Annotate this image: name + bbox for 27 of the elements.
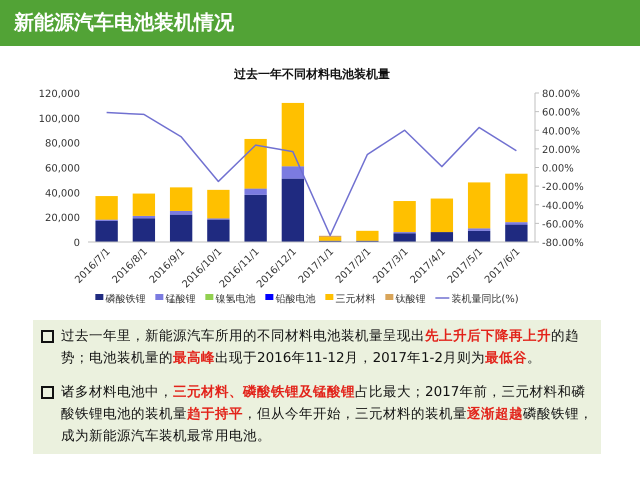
text: 过去一年里，新能源汽车所用的不同材料电池装机量呈现出先上升后下降再上升的趋势；电池装机量的最高峰出现于2016年11-12月，2017年1-2月则为最低谷。: [61, 328, 579, 366]
y2-tick-label: 0.00%: [542, 164, 574, 174]
y-tick-label: 40,000: [45, 188, 80, 200]
legend-label: 三元材料: [335, 293, 376, 305]
legend-label: 镍氢电池: [214, 293, 256, 305]
legend-label: 锰酸锂: [164, 293, 196, 305]
y-tick-label: 120,000: [38, 89, 80, 100]
y-tick-label: 60,000: [45, 164, 80, 174]
y2-tick-label: -80.00%: [542, 238, 584, 249]
y2-tick-label: 80.00%: [542, 89, 580, 100]
y2-tick-label: 40.00%: [542, 126, 580, 138]
y2-tick-label: -60.00%: [542, 219, 584, 230]
y2-tick-label: -20.00%: [542, 182, 584, 194]
y2-tick-label: 20.00%: [542, 144, 580, 156]
chart-subtitle: 过去一年不同材料电池装机量: [233, 67, 390, 81]
y2-tick-label: 60.00%: [542, 108, 580, 119]
legend-label: 钛酸锂: [394, 293, 426, 305]
y-tick-label: 100,000: [38, 114, 80, 125]
legend-label: 磷酸铁锂: [104, 293, 146, 305]
legend-label: 铅酸电池: [274, 293, 316, 305]
text: 诸多材料电池中，三元材料、磷酸铁锂及锰酸锂占比最大；2017年前，三元材料和磷酸铁锂电池的装机量趋于持平，但从今年开始，三元材料的装机量逐渐超越磷酸铁锂，成为新能源汽车装机最常用电池。: [61, 384, 593, 444]
y-tick-label: 0: [74, 238, 80, 249]
chart-title: 新能源汽车电池装机情况: [14, 9, 234, 36]
y2-tick-label: -40.00%: [542, 200, 584, 212]
y-tick-label: 20,000: [45, 213, 80, 224]
legend-label: 装机量同比(%): [451, 293, 519, 305]
y-tick-label: 80,000: [45, 138, 80, 150]
